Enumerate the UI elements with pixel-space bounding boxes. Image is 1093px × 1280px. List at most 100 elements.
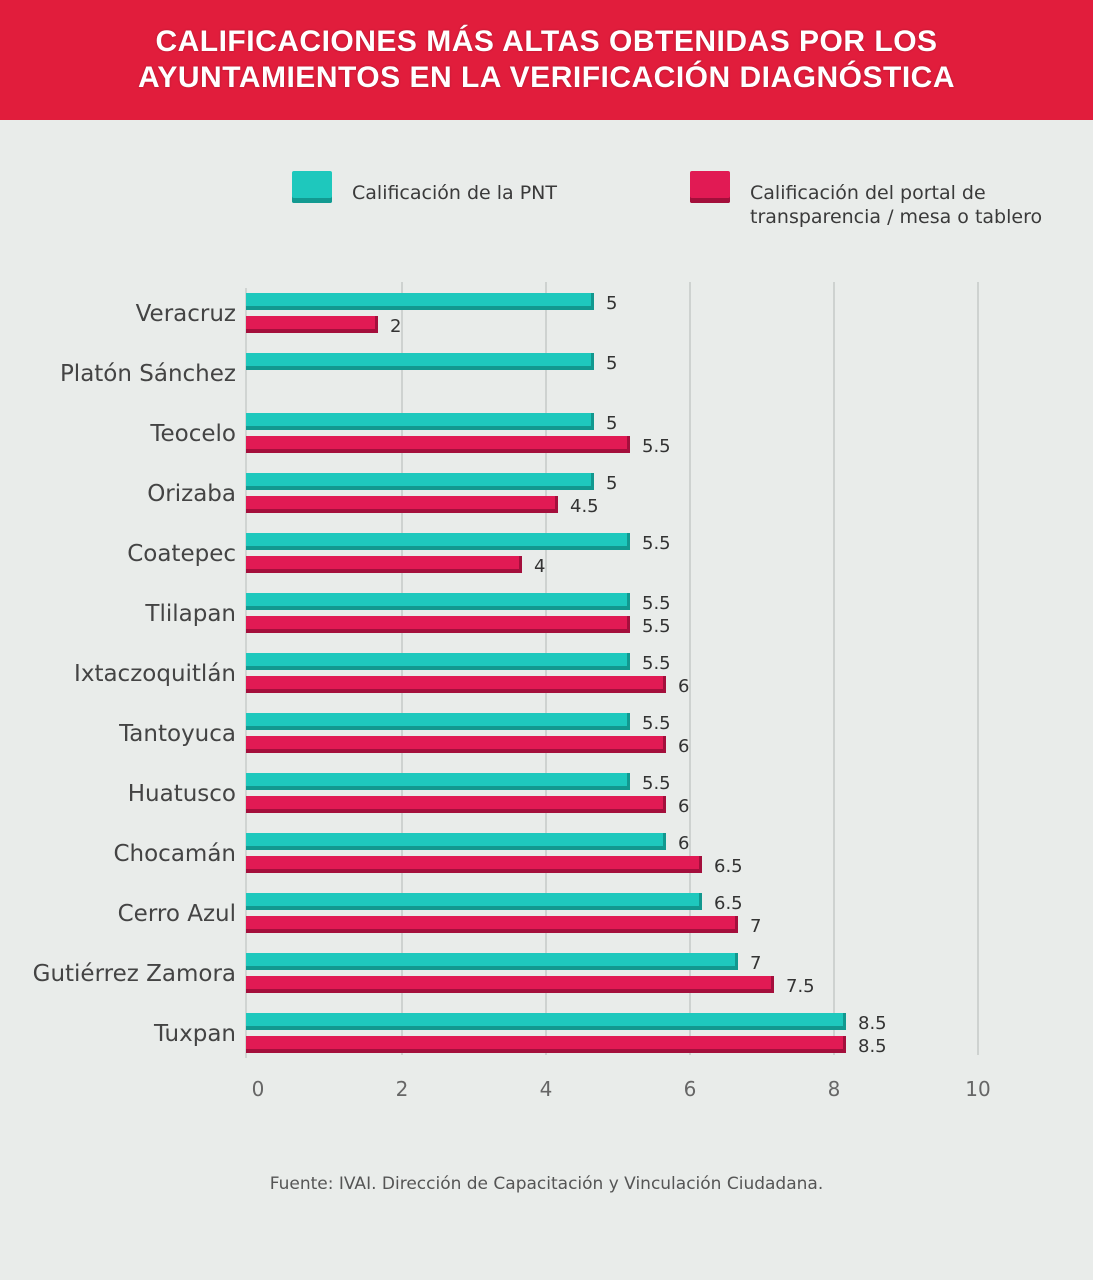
bar-shade [246,869,702,873]
category-label: Coatepec [127,541,236,567]
data-label: 5.5 [642,616,671,637]
x-tick-label: 8 [828,1077,841,1101]
category-label: Cerro Azul [118,901,236,927]
x-tick-label: 10 [965,1077,990,1101]
x-tick-label: 2 [396,1077,409,1101]
bar-end [375,316,378,333]
bar-shade [246,966,738,970]
data-label: 6 [678,736,689,757]
category-label: Teocelo [149,421,236,447]
data-label: 4.5 [570,496,599,517]
data-label: 6 [678,833,689,854]
bar-portal [246,736,666,753]
bar-end [699,856,702,873]
chart-title-banner: CALIFICACIONES MÁS ALTAS OBTENIDAS POR L… [0,0,1093,120]
data-label: 7 [750,916,761,937]
data-label: 5 [606,413,617,434]
data-label: 4 [534,556,545,577]
bar-portal [246,556,522,573]
bar-end [843,1036,846,1053]
bar-portal [246,496,558,513]
data-label: 6.5 [714,893,743,914]
data-label: 6 [678,796,689,817]
bar-portal [246,796,666,813]
bar-portal [246,676,666,693]
data-label: 2 [390,316,401,337]
bar-end [843,1013,846,1030]
bar-end [591,293,594,310]
legend-swatch-portal [690,171,730,203]
bar-end [591,473,594,490]
data-label: 7.5 [786,976,815,997]
category-label: Tantoyuca [118,721,236,747]
bar-end [699,893,702,910]
bar-shade [246,929,738,933]
bar-end [627,593,630,610]
bar-pnt [246,773,630,790]
bar-shade [246,666,630,670]
bar-shade [246,1049,846,1053]
bar-portal [246,856,702,873]
bar-end [627,713,630,730]
data-label: 5 [606,353,617,374]
bar-shade [246,689,666,693]
bar-shade [246,546,630,550]
bar-end [627,773,630,790]
data-label: 5.5 [642,773,671,794]
data-label: 5.5 [642,593,671,614]
bar-end [591,413,594,430]
bar-end [663,676,666,693]
bar-shade [246,726,630,730]
bar-shade [246,749,666,753]
bar-shade [246,629,630,633]
category-label: Tuxpan [153,1021,236,1047]
bar-end [555,496,558,513]
bar-end [663,833,666,850]
bar-pnt [246,593,630,610]
x-tick-label: 4 [540,1077,553,1101]
bar-pnt [246,413,594,430]
category-label: Tlilapan [144,601,236,627]
bar-portal [246,1036,846,1053]
data-label: 5 [606,473,617,494]
category-label: Ixtaczoquitlán [74,661,236,687]
bar-shade [246,989,774,993]
legend-swatch-pnt [292,171,332,203]
bar-pnt [246,713,630,730]
bar-pnt [246,293,594,310]
legend-label-pnt: Calificación de la PNT [352,182,557,204]
legend-label-portal-line-2: transparencia / mesa o tablero [750,206,1043,228]
bar-shade [246,306,594,310]
bar-portal [246,976,774,993]
bar-shade [246,486,594,490]
bar-end [735,953,738,970]
data-label: 5.5 [642,653,671,674]
data-label: 5.5 [642,533,671,554]
bar-pnt [246,473,594,490]
bar-end [627,653,630,670]
category-label: Chocamán [113,841,236,867]
data-label: 6 [678,676,689,697]
bar-end [519,556,522,573]
bar-portal [246,616,630,633]
bar-pnt [246,353,594,370]
bar-end [771,976,774,993]
chart-title-line-1: CALIFICACIONES MÁS ALTAS OBTENIDAS POR L… [155,25,938,58]
data-label: 8.5 [858,1013,887,1034]
bar-shade [246,1026,846,1030]
category-label: Gutiérrez Zamora [33,961,236,987]
bar-end [735,916,738,933]
bar-shade [246,366,594,370]
bar-shade [246,329,378,333]
bar-portal [246,316,378,333]
bar-pnt [246,893,702,910]
bar-pnt [246,1013,846,1030]
bar-end [663,736,666,753]
source-note: Fuente: IVAI. Dirección de Capacitación … [269,1174,824,1194]
bar-end [627,533,630,550]
bar-shade [246,809,666,813]
bar-portal [246,916,738,933]
data-label: 5.5 [642,436,671,457]
data-label: 8.5 [858,1036,887,1057]
